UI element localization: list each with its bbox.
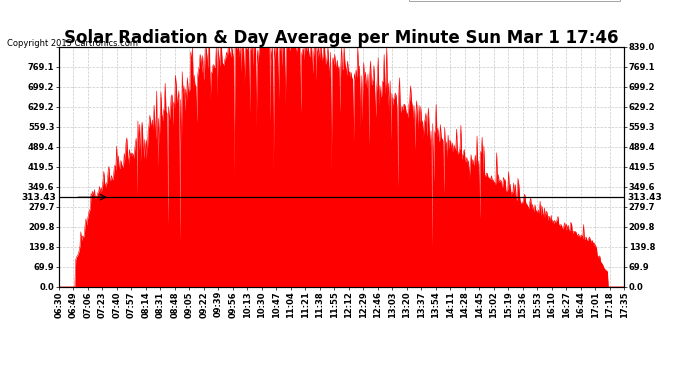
Text: Copyright 2015 Cartronics.com: Copyright 2015 Cartronics.com [7,39,138,48]
Text: 313.43: 313.43 [627,193,662,202]
Title: Solar Radiation & Day Average per Minute Sun Mar 1 17:46: Solar Radiation & Day Average per Minute… [64,29,619,47]
Legend: Median (w/m2), Radiation (w/m2): Median (w/m2), Radiation (w/m2) [408,0,620,1]
Text: 313.43: 313.43 [21,193,56,202]
